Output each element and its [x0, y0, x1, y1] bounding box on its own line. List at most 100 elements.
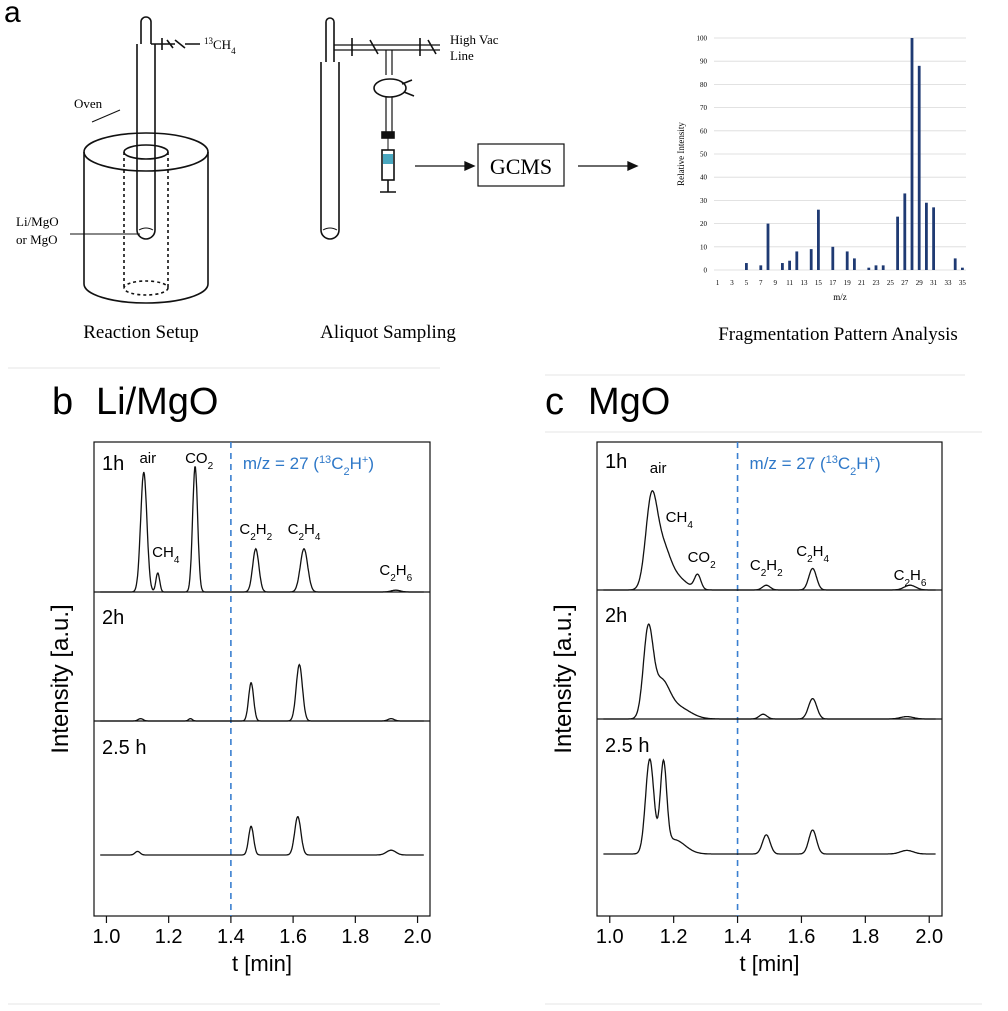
frag-bar [925, 202, 928, 270]
frag-bar [817, 209, 820, 270]
peak-label-base: CO [688, 549, 711, 566]
peak-label-base: C [239, 521, 250, 538]
xtick-label: 2.0 [915, 926, 943, 948]
plot-frame [596, 441, 943, 917]
xtick-label: 1.0 [93, 926, 121, 948]
peak-label: C2H2 [239, 521, 272, 543]
li-mgo-chromatogram: 1.0 1.2 1.4 1.6 1.8 2.0 t [min] Intensity [a.u.… [47, 441, 432, 976]
peak-label: CH4 [152, 544, 180, 566]
peak-label-base: H [396, 562, 407, 579]
mgo-chromatogram: 1.0 1.2 1.4 1.6 1.8 2.0 t [min] Intensity [a.u.… [550, 441, 943, 976]
reaction-setup-drawing [70, 16, 209, 304]
frag-bar [903, 193, 907, 270]
frag-ytick-label: 10 [700, 243, 708, 251]
tube-neck [140, 16, 152, 44]
frag-xtick-label: 17 [829, 279, 837, 287]
septum [381, 131, 395, 139]
trace-time-label: 2h [605, 605, 627, 627]
oven-inner-dashed [123, 152, 169, 288]
peak-label-sub: 2 [904, 578, 910, 589]
frag-bar [795, 251, 799, 270]
frag-bar [917, 65, 921, 270]
peak-label: CO2 [688, 549, 717, 571]
frag-xtick-label: 5 [745, 279, 749, 287]
frag-ytick-label: 20 [700, 220, 708, 228]
frag-ytick-label: 90 [700, 58, 708, 66]
reaction-setup-caption: Reaction Setup [83, 322, 199, 343]
y-axis-label: Intensity [a.u.] [550, 604, 577, 753]
annotation-part: + [362, 454, 368, 466]
syringe-plunger [380, 180, 396, 193]
vacuum-manifold [334, 44, 440, 51]
frag-xtick-label: 23 [873, 279, 881, 287]
frag-ytick-label: 50 [700, 151, 708, 159]
oven-inner-bottom [123, 280, 169, 296]
oven-label: Oven [74, 96, 103, 111]
frag-xtick-label: 13 [801, 279, 809, 287]
peak-label-base: H [256, 521, 267, 538]
trace-time-label: 1h [102, 453, 124, 475]
annotation-part: m/z = 27 ( [243, 454, 319, 473]
gcms-box [477, 143, 565, 187]
oven-pointer [91, 109, 121, 123]
needle-holder [385, 97, 393, 132]
xtick-label: 1.6 [279, 926, 307, 948]
frag-xtick-label: 15 [815, 279, 823, 287]
trace-time-label: 1h [605, 451, 627, 473]
peak-label: C2H6 [894, 567, 927, 589]
xtick-label: 2.0 [404, 926, 432, 948]
peak-label-sub: 6 [407, 573, 413, 584]
frag-ytick-label: 100 [697, 35, 708, 43]
frag-bar [788, 260, 791, 270]
annotation-part: 13 [319, 454, 331, 466]
gas-label-sub: 4 [231, 46, 236, 56]
sampling-arm [385, 50, 393, 75]
peak-label-sub: 4 [823, 554, 829, 565]
frag-ytick-label: 70 [700, 104, 708, 112]
annotation-part: H [856, 454, 868, 473]
peak-label-sub: 2 [298, 532, 304, 543]
peak-label-sub: 2 [807, 554, 813, 565]
frag-xtick-label: 1 [716, 279, 720, 287]
oven-bottom [83, 283, 209, 304]
peak-label-base: H [910, 567, 921, 584]
frag-ylabel: Relative Intensity [676, 122, 686, 186]
annotation-part: H [350, 454, 362, 473]
panel-c-letter: c [545, 381, 564, 423]
frag-bar [781, 263, 784, 270]
x-axis-label: t [min] [740, 951, 800, 976]
xtick-label: 1.8 [851, 926, 879, 948]
aliquot-sampling-drawing [320, 17, 440, 240]
peak-label: air [650, 460, 667, 477]
peak-label-sub: 4 [687, 520, 693, 531]
vac-line-label-2: Line [450, 48, 474, 63]
peak-label-base: CH [152, 544, 174, 561]
frag-xtick-label: 33 [945, 279, 953, 287]
reaction-tube-bottom [136, 229, 156, 240]
fragmentation-caption: Fragmentation Pattern Analysis [718, 324, 958, 345]
peak-label-base: CH [666, 509, 688, 526]
frag-ytick-label: 30 [700, 197, 708, 205]
frag-ytick-label: 0 [704, 267, 708, 275]
peak-label-sub: 2 [208, 461, 214, 472]
xtick-label: 1.6 [788, 926, 816, 948]
peak-label: CH4 [666, 509, 694, 531]
frag-xtick-label: 21 [858, 279, 866, 287]
frag-bar [867, 267, 871, 270]
panel-a-letter: a [4, 0, 21, 29]
frag-bar [961, 267, 964, 270]
xtick-label: 1.0 [596, 926, 624, 948]
peak-label: CO2 [185, 450, 214, 472]
catalyst-label-line1: Li/MgO [16, 214, 59, 229]
peak-label-base: H [766, 557, 777, 574]
aliquot-sampling-caption: Aliquot Sampling [320, 322, 456, 343]
plot-frame [93, 441, 431, 917]
frag-bar [853, 258, 856, 270]
chromatogram-trace [603, 623, 936, 720]
peak-label-sub: 2 [710, 560, 716, 571]
peak-label-base: C [288, 521, 299, 538]
frag-bar [831, 246, 835, 270]
peak-label: C2H6 [379, 562, 412, 584]
chromatogram-trace [100, 663, 424, 722]
